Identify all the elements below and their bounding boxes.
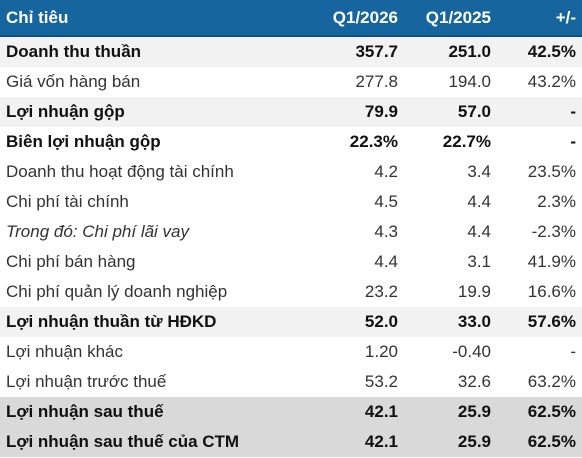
cell-q1-2025: 3.4 <box>467 162 491 181</box>
cell-q1-2026: 22.3% <box>349 132 398 151</box>
cell-q1-2026: 53.2 <box>364 372 398 391</box>
cell-q1-2026: 4.4 <box>374 252 398 271</box>
table-header: Chỉ tiêu Q1/2026 Q1/2025 +/- <box>0 0 582 37</box>
cell-q1-2025: 4.4 <box>467 192 491 211</box>
header-label: Chỉ tiêu <box>0 0 311 37</box>
cell-q1-2026: 4.5 <box>374 192 398 211</box>
cell-q1-2026: 4.2 <box>374 162 398 181</box>
table-row: Lợi nhuận sau thuế 42.1 25.9 62.5% <box>0 397 582 427</box>
header-row: Chỉ tiêu Q1/2026 Q1/2025 +/- <box>0 0 582 37</box>
row-label: Lợi nhuận thuần từ HĐKD <box>0 307 311 337</box>
cell-q1-2026: 42.1 <box>311 427 404 457</box>
table-row: Chi phí tài chính 4.5 4.4 2.3% <box>0 187 582 217</box>
cell-change: 23.5% <box>527 162 576 181</box>
table-row: Biên lợi nhuận gộp 22.3% 22.7% - <box>0 127 582 157</box>
header-change: +/- <box>497 0 582 37</box>
row-label: Chi phí bán hàng <box>6 252 136 271</box>
table-row: Lợi nhuận gộp 79.9 57.0 - <box>0 97 582 127</box>
row-label: Lợi nhuận trước thuế <box>6 372 167 391</box>
cell-change: 62.5% <box>497 397 582 427</box>
cell-change: - <box>570 132 576 151</box>
row-label: Trong đó: Chi phí lãi vay <box>6 222 189 241</box>
table-body: Doanh thu thuần 357.7 251.0 42.5% Giá vố… <box>0 36 582 457</box>
cell-q1-2025: 22.7% <box>442 132 491 151</box>
row-label: Lợi nhuận sau thuế của CTM <box>0 427 311 457</box>
table-row: Lợi nhuận sau thuế của CTM 42.1 25.9 62.… <box>0 427 582 457</box>
cell-q1-2025: 32.6 <box>457 372 491 391</box>
cell-q1-2025: 25.9 <box>404 397 497 427</box>
cell-q1-2026: 357.7 <box>311 36 404 67</box>
row-label: Lợi nhuận gộp <box>0 97 311 127</box>
cell-q1-2025: 4.4 <box>467 222 491 241</box>
cell-q1-2026: 79.9 <box>311 97 404 127</box>
cell-change: 41.9% <box>527 252 576 271</box>
cell-change: 43.2% <box>527 72 576 91</box>
cell-change: 16.6% <box>527 282 576 301</box>
row-label: Doanh thu thuần <box>0 36 311 67</box>
cell-change: 57.6% <box>497 307 582 337</box>
cell-change: 63.2% <box>527 372 576 391</box>
table-row: Doanh thu hoạt động tài chính 4.2 3.4 23… <box>0 157 582 187</box>
cell-q1-2025: 19.9 <box>457 282 491 301</box>
table-row: Chi phí quản lý doanh nghiệp 23.2 19.9 1… <box>0 277 582 307</box>
cell-change: - <box>497 97 582 127</box>
table-row: Chi phí bán hàng 4.4 3.1 41.9% <box>0 247 582 277</box>
row-label: Chi phí tài chính <box>6 192 129 211</box>
cell-q1-2025: 251.0 <box>404 36 497 67</box>
row-label: Doanh thu hoạt động tài chính <box>6 162 234 181</box>
cell-q1-2026: 42.1 <box>311 397 404 427</box>
header-q1-2026: Q1/2026 <box>311 0 404 37</box>
cell-q1-2026: 4.3 <box>374 222 398 241</box>
row-label: Biên lợi nhuận gộp <box>6 132 161 151</box>
cell-change: - <box>570 342 576 361</box>
cell-q1-2025: 3.1 <box>467 252 491 271</box>
cell-change: 62.5% <box>497 427 582 457</box>
table-row: Lợi nhuận trước thuế 53.2 32.6 63.2% <box>0 367 582 397</box>
header-q1-2025: Q1/2025 <box>404 0 497 37</box>
table-row: Lợi nhuận thuần từ HĐKD 52.0 33.0 57.6% <box>0 307 582 337</box>
row-label: Lợi nhuận sau thuế <box>0 397 311 427</box>
cell-q1-2025: 25.9 <box>404 427 497 457</box>
table-row: Doanh thu thuần 357.7 251.0 42.5% <box>0 36 582 67</box>
cell-change: 42.5% <box>497 36 582 67</box>
row-label: Chi phí quản lý doanh nghiệp <box>6 282 228 301</box>
cell-q1-2026: 52.0 <box>311 307 404 337</box>
cell-q1-2025: 33.0 <box>404 307 497 337</box>
table-row: Trong đó: Chi phí lãi vay 4.3 4.4 -2.3% <box>0 217 582 247</box>
cell-q1-2025: 194.0 <box>448 72 491 91</box>
cell-q1-2025: -0.40 <box>452 342 491 361</box>
row-label: Lợi nhuận khác <box>6 342 124 361</box>
cell-q1-2026: 277.8 <box>355 72 398 91</box>
cell-q1-2026: 23.2 <box>364 282 398 301</box>
cell-q1-2026: 1.20 <box>364 342 398 361</box>
row-label: Giá vốn hàng bán <box>6 72 141 91</box>
cell-change: 2.3% <box>537 192 576 211</box>
cell-change: -2.3% <box>531 222 576 241</box>
cell-q1-2025: 57.0 <box>404 97 497 127</box>
table-row: Lợi nhuận khác 1.20 -0.40 - <box>0 337 582 367</box>
table-row: Giá vốn hàng bán 277.8 194.0 43.2% <box>0 67 582 97</box>
